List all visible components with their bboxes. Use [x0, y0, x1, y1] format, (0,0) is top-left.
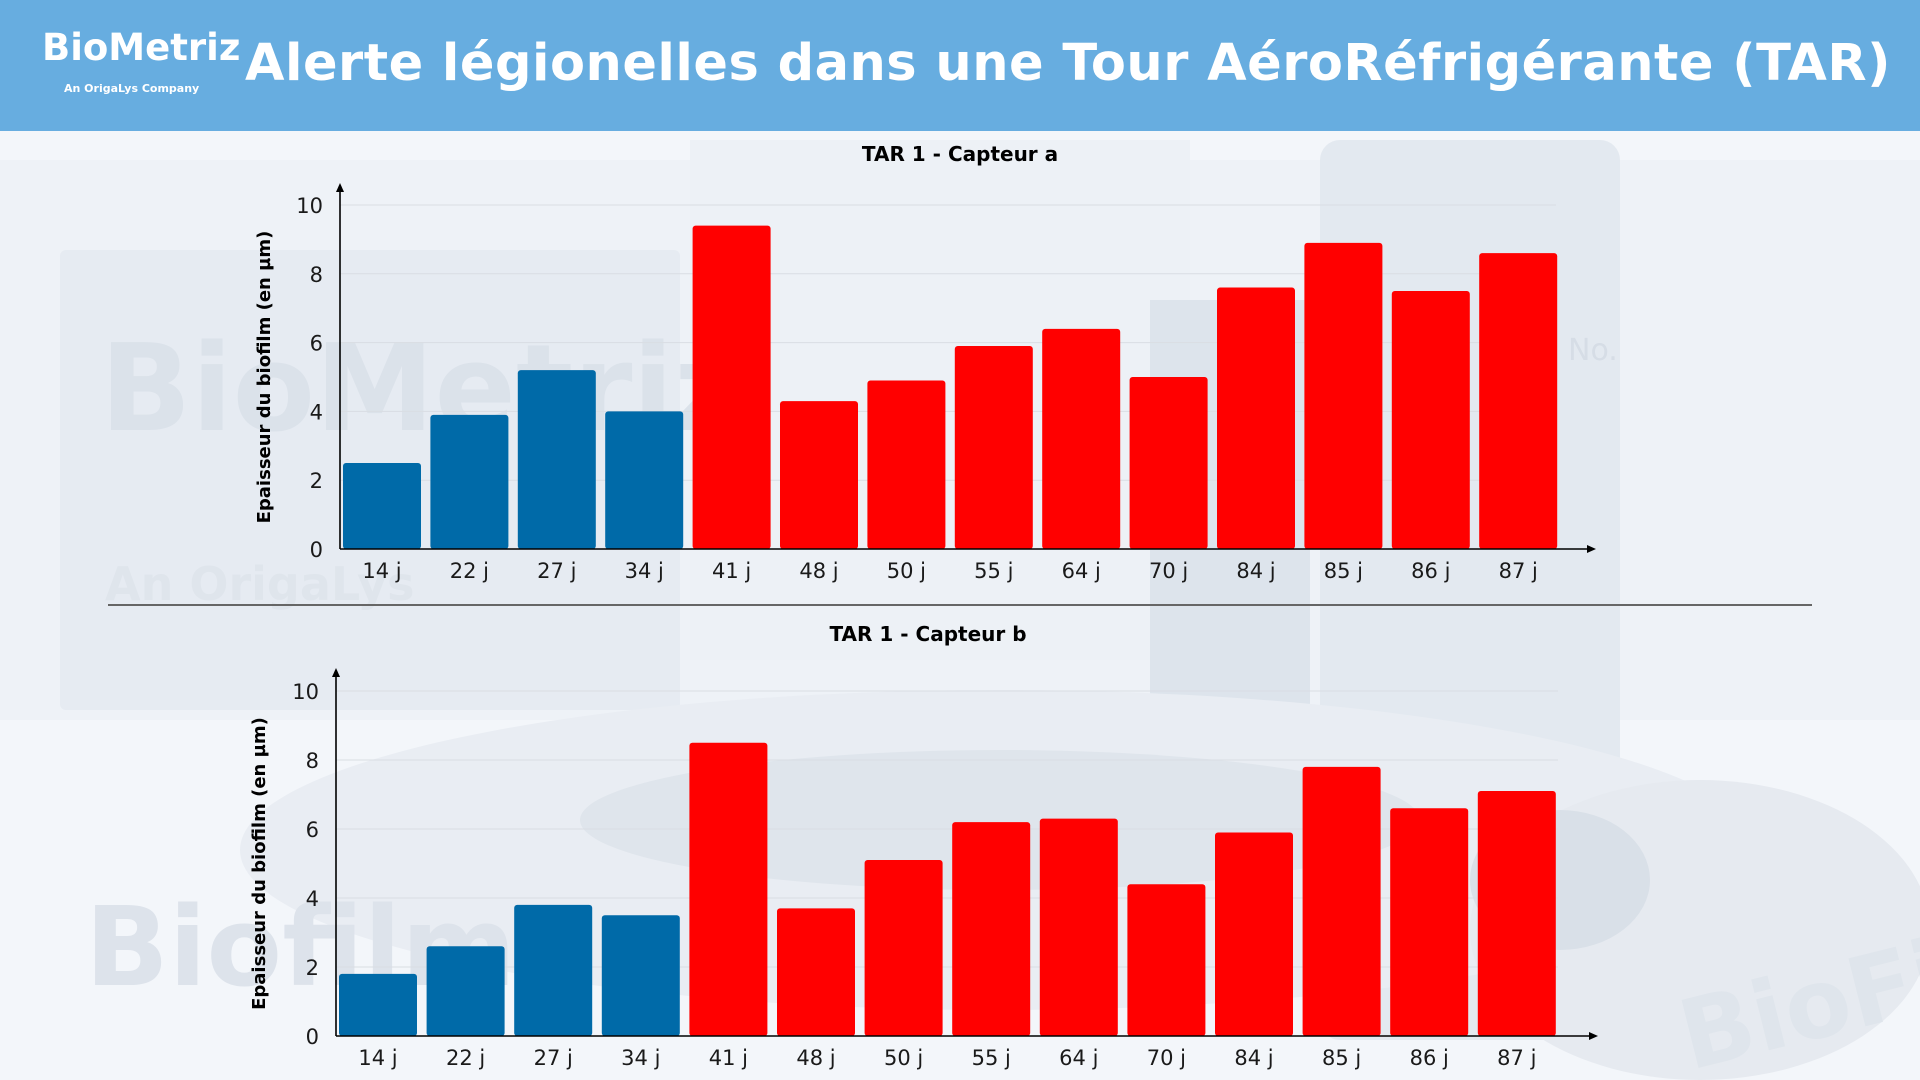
y-axis-title: Epaisseur du biofilm (en µm) [249, 717, 270, 1010]
bar-alert [954, 346, 1033, 549]
x-tick-label: 87 j [1499, 559, 1538, 583]
bar-alert [1304, 242, 1383, 549]
bar-alert [1215, 832, 1293, 1036]
watermark-text: An OrigaLys [105, 557, 414, 611]
bar-alert [1042, 328, 1121, 549]
x-tick-label: 64 j [1059, 1046, 1098, 1070]
bar-alert [952, 822, 1031, 1036]
brand-logo: BioMetriz An OrigaLys Company [42, 26, 240, 100]
bar-alert [864, 860, 943, 1036]
x-tick-label: 50 j [884, 1046, 923, 1070]
x-tick-label: 22 j [446, 1046, 485, 1070]
x-axis-arrow [1589, 1032, 1598, 1040]
x-tick-label: 41 j [712, 559, 751, 583]
y-axis-title: Epaisseur du biofilm (en µm) [254, 231, 275, 524]
bar-alert [780, 401, 858, 549]
chart-capteur-b: TAR 1 - Capteur b Epaisseur du biofilm (e… [249, 622, 1598, 1070]
x-tick-label: 50 j [887, 559, 926, 583]
bar-alert [1039, 818, 1118, 1036]
x-tick-label: 70 j [1147, 1046, 1186, 1070]
y-tick-label: 0 [310, 538, 323, 562]
bar-alert [1479, 253, 1558, 549]
bar-alert [1391, 291, 1470, 549]
x-tick-label: 48 j [799, 559, 838, 583]
bar-normal [517, 370, 596, 549]
bar-normal [605, 411, 684, 549]
chart-capteur-a: TAR 1 - Capteur a Epaisseur du biofilm (e… [254, 142, 1596, 583]
bar-alert [777, 908, 855, 1036]
bar-normal [514, 904, 593, 1036]
bar-normal [601, 915, 680, 1036]
chart-title: TAR 1 - Capteur b [829, 622, 1026, 646]
x-tick-label: 86 j [1411, 559, 1450, 583]
bar-normal [430, 414, 509, 549]
y-tick-label: 6 [306, 818, 319, 842]
bar-alert [867, 380, 946, 549]
y-tick-label: 6 [310, 332, 323, 356]
x-tick-label: 22 j [450, 559, 489, 583]
bar-alert [689, 742, 768, 1036]
bar-alert [1390, 808, 1469, 1036]
x-tick-label: 84 j [1236, 559, 1275, 583]
x-tick-label: 87 j [1497, 1046, 1536, 1070]
bar-alert [692, 225, 771, 549]
x-tick-label: 27 j [537, 559, 576, 583]
watermark-text: No. [1568, 333, 1618, 368]
bar-normal [426, 946, 505, 1036]
bar-alert [1127, 884, 1206, 1036]
x-tick-label: 85 j [1324, 559, 1363, 583]
y-axis-arrow [332, 668, 340, 677]
x-axis-arrow [1587, 545, 1596, 553]
x-tick-label: 41 j [709, 1046, 748, 1070]
logo-tagline: An OrigaLys Company [64, 82, 200, 95]
bar-alert [1129, 377, 1208, 549]
y-tick-label: 10 [296, 194, 323, 218]
page-title: Alerte légionelles dans une Tour AéroRéf… [245, 34, 1891, 93]
x-tick-label: 85 j [1322, 1046, 1361, 1070]
y-tick-label: 4 [310, 400, 323, 424]
y-tick-label: 10 [292, 680, 319, 704]
y-tick-label: 2 [310, 469, 323, 493]
y-tick-label: 8 [310, 263, 323, 287]
x-tick-label: 34 j [621, 1046, 660, 1070]
bar-alert [1302, 766, 1381, 1036]
x-tick-label: 70 j [1149, 559, 1188, 583]
header-banner: BioMetriz An OrigaLys Company Alerte lég… [0, 0, 1920, 131]
x-tick-label: 48 j [796, 1046, 835, 1070]
x-tick-label: 14 j [358, 1046, 397, 1070]
x-tick-label: 86 j [1410, 1046, 1449, 1070]
x-tick-label: 55 j [972, 1046, 1011, 1070]
x-tick-label: 84 j [1234, 1046, 1273, 1070]
x-tick-label: 55 j [974, 559, 1013, 583]
x-tick-label: 34 j [625, 559, 664, 583]
chart-title: TAR 1 - Capteur a [862, 142, 1058, 166]
y-tick-label: 2 [306, 956, 319, 980]
bar-alert [1217, 287, 1295, 549]
x-tick-label: 27 j [534, 1046, 573, 1070]
x-tick-label: 14 j [362, 559, 401, 583]
logo-name: BioMetriz [42, 26, 241, 69]
y-tick-label: 0 [306, 1025, 319, 1049]
y-tick-label: 8 [306, 749, 319, 773]
bar-normal [339, 973, 417, 1036]
x-tick-label: 64 j [1062, 559, 1101, 583]
y-axis-arrow [336, 183, 344, 192]
bar-alert [1477, 791, 1556, 1036]
y-tick-label: 4 [306, 887, 319, 911]
bar-normal [343, 463, 421, 549]
